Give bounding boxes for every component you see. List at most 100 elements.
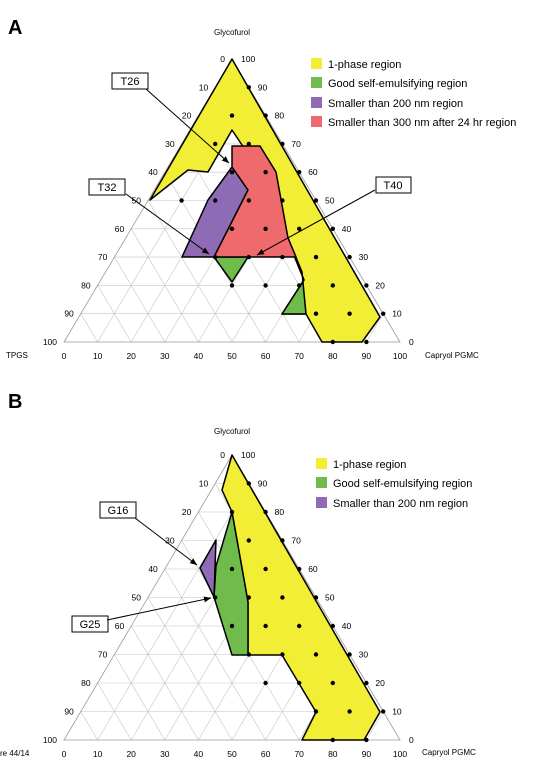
formulation-point (330, 339, 335, 345)
right-tick-label: 0 (409, 735, 414, 745)
bottom-tick-label: 80 (328, 749, 338, 759)
right-tick-label: 50 (325, 593, 335, 603)
panel-b-good-emulsifying-region (213, 511, 249, 656)
formulation-point (297, 680, 302, 686)
formulation-point (297, 283, 302, 288)
legend-a-swatch-4 (311, 116, 322, 127)
callout-t32-label: T32 (98, 182, 117, 194)
left-tick-label: 80 (81, 678, 91, 688)
formulation-point (263, 509, 268, 515)
panel-a-right-vertex-label: Capryol PGMC (425, 351, 479, 360)
formulation-point (280, 198, 285, 203)
legend-b-swatch-2 (316, 477, 327, 488)
formulation-point (313, 254, 319, 260)
grid-line (114, 654, 166, 741)
legend-b-label-2: Good self-emulsifying region (333, 478, 472, 490)
formulation-point (263, 566, 268, 572)
formulation-point (330, 737, 335, 743)
right-tick-label: 10 (392, 707, 402, 717)
formulation-point (347, 311, 352, 316)
formulation-point (280, 595, 285, 600)
bottom-tick-label: 20 (126, 351, 136, 361)
callout-g25-label: G25 (80, 619, 101, 631)
formulation-point (229, 623, 235, 629)
legend-b-label-1: 1-phase region (333, 459, 406, 471)
panel-a-good-emulsifying-region-lower (213, 256, 249, 283)
formulation-point (213, 595, 218, 600)
callout-t40-label: T40 (384, 180, 403, 192)
grid-line (114, 256, 166, 343)
left-tick-label: 80 (81, 280, 91, 290)
right-tick-label: 40 (342, 621, 352, 631)
left-tick-label: 90 (64, 707, 74, 717)
legend-a-label-1: 1-phase region (328, 59, 401, 71)
left-tick-label: 20 (182, 507, 192, 517)
formulation-point (213, 141, 218, 147)
right-tick-label: 100 (241, 450, 255, 460)
right-tick-label: 70 (291, 536, 301, 546)
right-tick-label: 80 (275, 507, 285, 517)
left-tick-label: 20 (182, 111, 192, 121)
panel-b-data-points (213, 481, 386, 743)
left-tick-label: 90 (64, 309, 74, 319)
right-tick-label: 90 (258, 82, 268, 92)
formulation-point (280, 254, 285, 260)
formulation-point (313, 311, 319, 316)
page-footer: re 44/14 (0, 749, 30, 758)
panel-a-top-vertex-label: Glycofurol (214, 28, 250, 37)
formulation-point (297, 226, 302, 231)
left-tick-label: 70 (98, 252, 108, 262)
left-tick-label: 60 (115, 621, 125, 631)
left-tick-label: 0 (220, 54, 225, 64)
right-tick-label: 20 (375, 280, 385, 290)
right-tick-label: 40 (342, 224, 352, 234)
formulation-point (263, 680, 268, 686)
bottom-tick-label: 90 (362, 351, 372, 361)
bottom-tick-label: 10 (93, 351, 103, 361)
right-tick-label: 20 (375, 678, 385, 688)
bottom-tick-label: 40 (194, 351, 204, 361)
formulation-point (364, 339, 369, 345)
panel-a-legend: 1-phase region Good self-emulsifying reg… (311, 58, 516, 129)
grid-line (80, 711, 98, 741)
formulation-point (381, 709, 386, 714)
callout-t40-arrow (256, 189, 376, 256)
panel-b-small-200nm-region (199, 539, 217, 598)
formulation-point (297, 170, 302, 175)
formulation-point (347, 652, 352, 657)
formulation-point (263, 226, 268, 231)
bottom-tick-label: 60 (261, 749, 271, 759)
legend-b-swatch-1 (316, 458, 327, 469)
formulation-point (263, 113, 268, 118)
panel-a-small-300nm-24hr-region (213, 145, 297, 258)
panel-b: B Glycofurol Capryol PGMC G16 G25 1-phas… (8, 391, 476, 757)
callout-g16-box (99, 501, 137, 519)
bottom-tick-label: 0 (62, 351, 67, 361)
bottom-tick-label: 50 (227, 351, 237, 361)
legend-a-label-4: Smaller than 300 nm after 24 hr region (328, 117, 516, 129)
legend-a-swatch-1 (311, 58, 322, 69)
right-tick-label: 60 (308, 167, 318, 177)
bottom-tick-label: 80 (328, 351, 338, 361)
left-tick-label: 60 (115, 224, 125, 234)
callout-g16-arrow (134, 517, 198, 566)
formulation-point (246, 538, 251, 543)
panel-b-right-vertex-label: Capryol PGMC (422, 748, 476, 757)
right-tick-label: 30 (359, 252, 369, 262)
right-tick-label: 0 (409, 337, 414, 347)
formulation-point (246, 254, 251, 260)
right-tick-label: 80 (275, 111, 285, 121)
grid-line (147, 597, 233, 741)
callout-g16-label: G16 (108, 505, 129, 517)
formulation-point (347, 254, 352, 260)
formulation-point (313, 652, 319, 657)
formulation-point (246, 481, 251, 486)
left-tick-label: 70 (98, 650, 108, 660)
left-tick-label: 40 (148, 564, 158, 574)
formulation-point (263, 283, 268, 288)
formulation-point (263, 623, 268, 629)
callout-t26-arrow (145, 88, 230, 164)
formulation-point (213, 198, 218, 203)
